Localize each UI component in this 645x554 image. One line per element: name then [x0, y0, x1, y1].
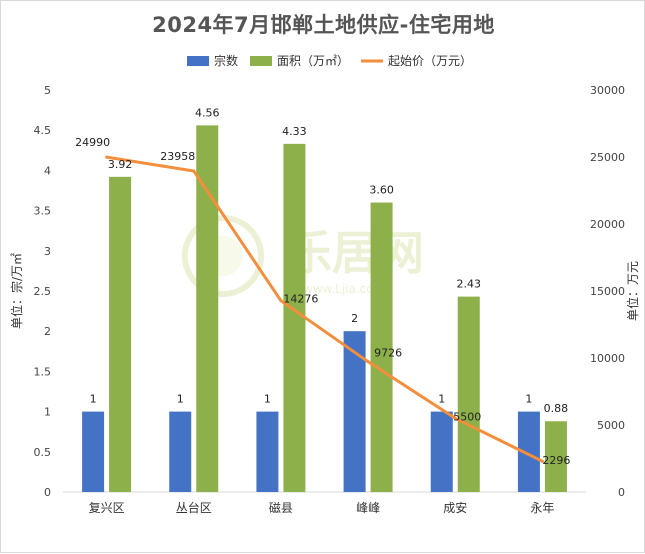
bar-value-label: 1 [438, 393, 445, 406]
right-tick-label: 5000 [597, 419, 625, 432]
price-point [279, 299, 283, 303]
bar-value-label: 4.33 [282, 125, 307, 138]
price-value-label: 2296 [542, 454, 570, 467]
right-tick-label: 25000 [590, 151, 625, 164]
right-tick-label: 0 [618, 486, 625, 499]
bar-area [196, 125, 219, 492]
bar-area [370, 202, 393, 492]
price-point [540, 459, 544, 463]
left-tick-label: 1.5 [34, 365, 52, 378]
left-tick-label: 2 [44, 325, 51, 338]
right-tick-label: 15000 [590, 285, 625, 298]
price-value-label: 24990 [75, 136, 110, 149]
bar-value-label: 2 [351, 312, 358, 325]
line-series [105, 155, 544, 463]
legend-label: 面积（万㎡） [277, 54, 349, 68]
legend: 宗数 面积（万㎡） 起始价（万元） [187, 53, 472, 68]
price-point [366, 360, 370, 364]
bar-count [256, 411, 279, 492]
left-tick-label: 2.5 [34, 285, 52, 298]
bar-value-label: 4.56 [195, 106, 220, 119]
legend-swatch [187, 56, 209, 66]
legend-label: 宗数 [214, 53, 238, 68]
category-label: 复兴区 [89, 501, 125, 515]
price-point [105, 155, 109, 159]
price-line [106, 155, 544, 463]
right-tick-label: 20000 [590, 218, 625, 231]
bar-count [517, 411, 540, 492]
left-tick-label: 4 [44, 164, 51, 177]
right-tick-label: 30000 [590, 84, 625, 97]
left-tick-label: 0 [44, 486, 51, 499]
svg-text:www.Ljia.com: www.Ljia.com [303, 282, 385, 296]
bar-value-label: 3.60 [369, 184, 394, 197]
bar-value-label: 1 [264, 393, 271, 406]
price-value-label: 5500 [453, 410, 481, 423]
left-tick-label: 1 [44, 406, 51, 419]
data-labels: 1 1 1 2 1 1 3.92 4.56 4.33 3.60 2.43 0.88 24990 23958… [75, 106, 570, 467]
price-value-label: 23958 [160, 150, 195, 163]
price-value-label: 9726 [374, 347, 402, 360]
bar-count [82, 411, 105, 492]
price-point [453, 416, 457, 420]
left-axis-title: 单位：宗/万㎡ [9, 253, 24, 329]
price-point [192, 169, 196, 173]
category-label: 峰峰 [356, 501, 380, 515]
price-value-label: 14276 [283, 293, 318, 306]
left-tick-label: 4.5 [34, 124, 52, 137]
left-tick-label: 3.5 [34, 205, 52, 218]
bar-value-label: 2.43 [457, 278, 482, 291]
bar-count [169, 411, 192, 492]
axes: 0 0.5 1 1.5 2 2.5 3 3.5 4 4.5 5 0 5000 10000 15000 2000… [9, 84, 640, 515]
category-label: 丛台区 [176, 500, 212, 515]
bar-area [544, 421, 567, 492]
chart-title: 2024年7月邯郸土地供应-住宅用地 [152, 13, 495, 37]
bar-value-label: 1 [90, 393, 97, 406]
bar-area [283, 143, 306, 493]
bar-value-label: 1 [525, 393, 532, 406]
left-tick-label: 0.5 [34, 446, 52, 459]
left-tick-label: 5 [44, 84, 51, 97]
bar-area [109, 176, 132, 492]
svg-text:乐居网: 乐居网 [286, 226, 424, 280]
bars [82, 125, 567, 493]
bar-value-label: 3.92 [108, 158, 133, 171]
bar-count [343, 331, 366, 492]
left-tick-label: 3 [44, 245, 51, 258]
bar-value-label: 1 [177, 393, 184, 406]
bar-value-label: 0.88 [544, 402, 569, 415]
right-axis-title: 单位：万元 [625, 261, 640, 321]
legend-swatch [250, 56, 273, 66]
bar-count [430, 411, 453, 492]
right-tick-label: 10000 [590, 352, 625, 365]
bar-area [457, 296, 480, 492]
category-label: 磁县 [269, 500, 293, 515]
legend-label: 起始价（万元） [388, 54, 472, 68]
category-label: 永年 [530, 501, 554, 515]
category-label: 成安 [443, 500, 467, 515]
